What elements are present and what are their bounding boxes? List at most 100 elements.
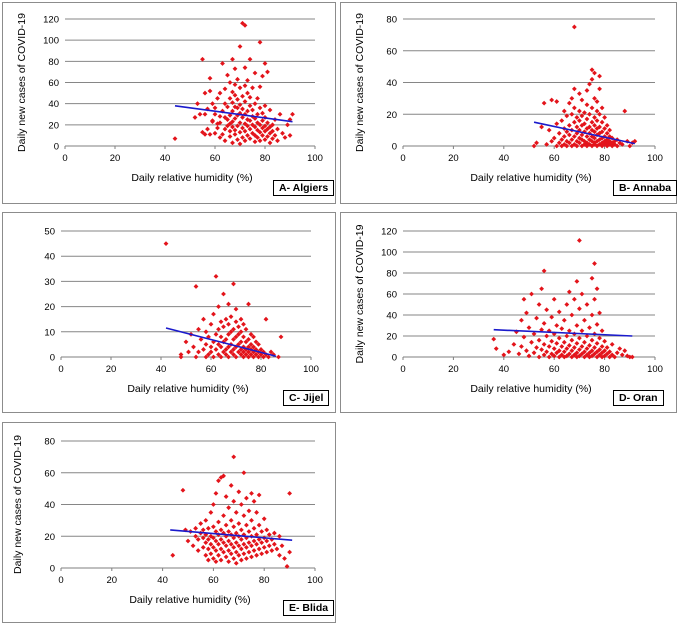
data-point [551,296,557,302]
data-point [241,513,247,519]
data-point [574,340,580,346]
data-point [566,328,572,334]
data-point [592,135,597,141]
data-point [554,121,560,127]
data-point [253,352,259,357]
data-point [267,140,273,146]
data-point [246,540,252,545]
x-tick-label: 0 [58,364,63,375]
data-point [246,529,252,534]
data-point [592,95,597,101]
data-point [163,241,169,246]
x-axis-title: Daily relative humidity (%) [131,172,252,184]
panel-label-annaba: B- Annaba [613,180,678,196]
data-point [193,284,199,289]
x-tick-label: 100 [307,153,323,164]
data-point [277,111,283,117]
data-point [233,560,239,566]
y-tick-label: 40 [44,500,55,511]
data-point [213,331,219,337]
data-point [208,533,214,539]
data-point [226,538,232,544]
data-point [223,533,229,539]
x-tick-label: 40 [499,153,510,164]
data-point [539,286,544,292]
data-point [571,134,577,139]
data-point [170,552,176,558]
data-point [211,354,216,360]
data-point [256,342,261,347]
data-point [240,106,245,112]
data-point [511,342,517,347]
data-point [235,123,240,129]
data-point [231,524,237,530]
data-point [270,128,275,134]
data-point [210,101,215,107]
data-point [561,108,567,114]
data-point [260,118,265,123]
y-tick-label: 0 [50,353,55,364]
data-point [232,116,238,121]
data-point [228,483,234,488]
data-point [246,301,251,307]
y-tick-label: 80 [44,437,55,448]
data-point [225,123,230,129]
y-tick-label: 0 [392,142,397,153]
chart-svg-jijel: 0 10 20 30 40 50 0 20 40 60 80 100 Daily relative hu… [44,227,319,396]
data-point [259,540,265,545]
data-point [221,513,226,519]
data-point [242,121,248,127]
data-point [231,535,237,541]
data-point [191,344,196,350]
x-tick-label: 20 [110,153,121,164]
data-point [228,551,234,557]
panel-label-blida: E- Blida [283,600,335,616]
y-tick-label: 60 [386,46,397,57]
data-point [231,347,236,352]
data-point [564,346,570,351]
data-point [242,99,248,104]
data-point [255,120,260,126]
data-point [185,538,191,544]
data-point [258,347,264,352]
data-point [559,137,565,143]
data-point [539,327,544,333]
data-point [227,80,233,85]
data-point [544,333,550,339]
data-point [226,321,231,327]
data-point [549,138,555,144]
data-point [212,130,218,136]
data-point [240,135,245,140]
y-tick-label: 30 [44,277,55,288]
x-tick-label: 80 [599,153,610,164]
data-point [233,306,239,312]
data-point [544,349,550,355]
data-point [178,354,184,360]
data-point [241,321,246,327]
data-point [246,549,252,555]
data-point [202,111,208,117]
data-point [599,119,605,125]
data-point [577,108,582,114]
data-point [574,124,580,130]
x-tick-label: 40 [160,153,171,164]
data-point [285,122,290,128]
x-tick-label: 20 [448,153,459,164]
data-point [223,522,229,528]
data-point [242,22,248,28]
data-point [282,135,288,140]
data-point [584,134,590,139]
data-point [223,347,229,352]
data-point [256,492,262,498]
x-tick-label: 40 [156,364,167,375]
data-point [218,319,224,325]
data-point [249,490,254,496]
data-point [211,502,216,507]
data-point [577,306,582,312]
x-tick-label: 60 [206,364,217,375]
data-point [551,135,557,141]
data-point [571,119,577,125]
data-point [249,543,254,549]
y-tick-label: 120 [43,15,59,26]
data-point [216,352,221,357]
